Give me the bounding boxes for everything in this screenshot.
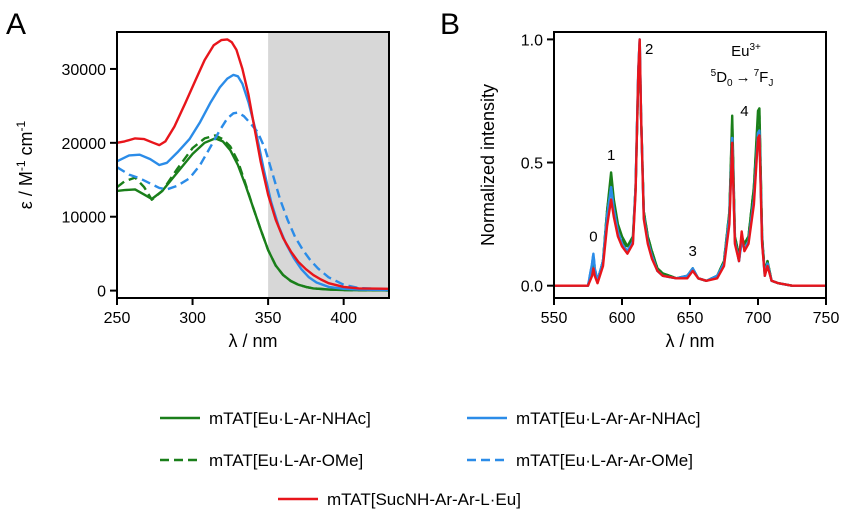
legend-label: mTAT[Eu·L-Ar-Ar-NHAc] [516,409,700,428]
legend-label: mTAT[Eu·L-Ar-Ar-OMe] [516,451,693,470]
legend: mTAT[Eu·L-Ar-NHAc] mTAT[Eu·L-Ar-Ar-NHAc] m… [160,409,700,509]
legend-label: mTAT[SucNH-Ar-Ar-L·Eu] [327,490,521,509]
peak-label: 3 [689,243,697,260]
panel-a-x-axis-label: λ / nm [228,331,277,351]
panel-a-plot-frame [116,31,390,299]
panel-a-ticks: 250 300 350 400 0 10000 20000 30000 [62,62,358,327]
panel-b-x-tick-label: 650 [677,310,704,327]
panel-a-x-tick-label: 350 [255,310,282,327]
panel-b-series-4 [554,38,826,287]
panel-b-x-tick-label: 600 [609,310,636,327]
panel-b-x-tick-label: 700 [745,310,772,327]
ion-label: Eu3+ [731,42,761,60]
panel-a-x-tick-label: 400 [330,310,357,327]
panel-a-y-tick-label: 0 [97,284,106,301]
panel-a-letter: A [6,8,26,41]
peak-label: 2 [645,41,653,58]
panel-a-series-4 [116,38,390,290]
panel-b-series-1 [554,45,826,287]
panel-a-y-tick-label: 20000 [62,136,107,153]
panel-b-x-tick-label: 750 [813,310,840,327]
panel-b-letter: B [440,8,460,41]
panel-b-curves [554,38,826,287]
transition-label: 5D0 → 7FJ [711,68,774,89]
panel-a-y-axis-label: ε / M-1 cm-1 [14,120,36,209]
peak-label: 0 [589,228,597,245]
peak-label: 1 [607,147,615,164]
panel-b-x-tick-label: 550 [541,310,568,327]
legend-label: mTAT[Eu·L-Ar-NHAc] [209,409,371,428]
panel-b-y-axis-label: Normalized intensity [478,84,498,246]
panel-a-y-tick-label: 30000 [62,62,107,79]
panel-b-x-axis-label: λ / nm [665,331,714,351]
panel-a-curves [116,38,390,292]
panel-b-y-tick-label: 1.0 [521,32,543,49]
panel-a-x-tick-label: 250 [104,310,131,327]
panel-a-series-1 [116,134,390,292]
panel-a-y-tick-label: 10000 [62,210,107,227]
peak-label: 4 [740,103,748,120]
panel-b: B 550 600 650 700 750 0.0 0.5 1.0 λ / nm Normal… [440,8,839,351]
panel-b-annotations: Eu3+ 5D0 → 7FJ 0 1 2 3 4 [589,41,773,260]
panel-b-y-tick-label: 0.5 [521,156,543,173]
panel-b-ticks: 550 600 650 700 750 0.0 0.5 1.0 [521,32,840,327]
panel-a-x-tick-label: 300 [179,310,206,327]
panel-a-shaded-region [268,32,389,298]
panel-a: A 250 300 350 400 0 10000 20000 30000 λ / nm ε … [6,8,390,351]
panel-a-series-2 [116,73,390,292]
panel-b-y-tick-label: 0.0 [521,279,543,296]
panel-a-series-3 [116,111,390,291]
legend-label: mTAT[Eu·L-Ar-OMe] [209,451,363,470]
